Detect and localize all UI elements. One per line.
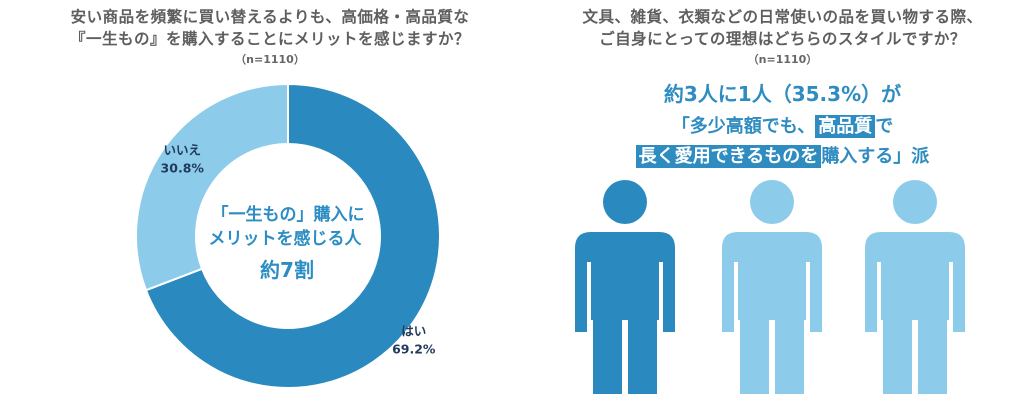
person-leg-left [883,318,912,394]
slice-category-label: いいえ [163,143,201,158]
right-title-line2: ご自身にとっての理想はどちらのスタイルですか？ [599,30,966,48]
left-title-line2: 『一生もの』を購入することにメリットを感じますか？ [69,30,470,48]
left-sample-size: （n=1110） [235,53,305,66]
person-leg-right [775,318,804,394]
headline3-highlight: 長く愛用できるものを [635,145,822,168]
donut-slice-yes [144,82,441,389]
right-panel: 文具、雑貨、衣類などの日常使いの品を買い物する際、 ご自身にとっての理想はどちら… [540,0,1025,407]
person-torso [575,232,675,332]
person-torso [865,232,965,332]
headline2-part-c: で [875,116,894,137]
person-head [750,180,794,224]
right-sample-size: （n=1110） [747,53,818,66]
slice-category-label: はい [401,323,426,338]
person-leg-right [628,318,657,394]
person-icon [722,180,822,394]
person-leg-left [740,318,769,394]
person-icon [575,180,675,394]
headline-quality: 「多少高額でも、 高品質で [540,112,1025,138]
donut-labels: はい 69.2% いいえ 30.8% [161,143,436,357]
headline3-part-b: 購入する」派 [821,146,930,167]
right-title-line1: 文具、雑貨、衣類などの日常使いの品を買い物する際、 [582,8,983,26]
person-head [893,180,937,224]
center-line3: 約7割 [260,258,314,282]
right-question-title: 文具、雑貨、衣類などの日常使いの品を買い物する際、 ご自身にとっての理想はどちら… [540,6,1025,50]
center-line1: 「一生もの」購入に [212,204,365,225]
donut-slice-no [135,82,289,292]
person-head [603,180,647,224]
slice-value-label: 69.2% [392,341,436,356]
left-question-title: 安い商品を頻繁に買い替えるよりも、高価格・高品質な 『一生もの』を購入することに… [0,6,540,50]
headline-style: 長く愛用できるものを 購入する」派 [540,142,1025,168]
slice-value-label: 30.8% [161,161,205,176]
headline2-part-a: 「多少高額でも、 [671,116,816,137]
person-leg-left [593,318,622,394]
center-line2: メリットを感じる人 [209,228,363,249]
people-figures [575,180,965,394]
person-icon [865,180,965,394]
donut-slices [135,82,441,389]
left-panel: 安い商品を頻繁に買い替えるよりも、高価格・高品質な 『一生もの』を購入することに… [0,6,540,389]
left-title-line1: 安い商品を頻繁に買い替えるよりも、高価格・高品質な [70,8,470,26]
person-leg-right [918,318,947,394]
headline2-highlight: 高品質 [815,115,876,138]
donut-chart: はい 69.2% いいえ 30.8% 「一生もの」購入に メリットを感じる人 約7割 [135,82,441,389]
person-torso [722,232,822,332]
headline-ratio: 約3人に1人（35.3%）が [663,82,902,106]
